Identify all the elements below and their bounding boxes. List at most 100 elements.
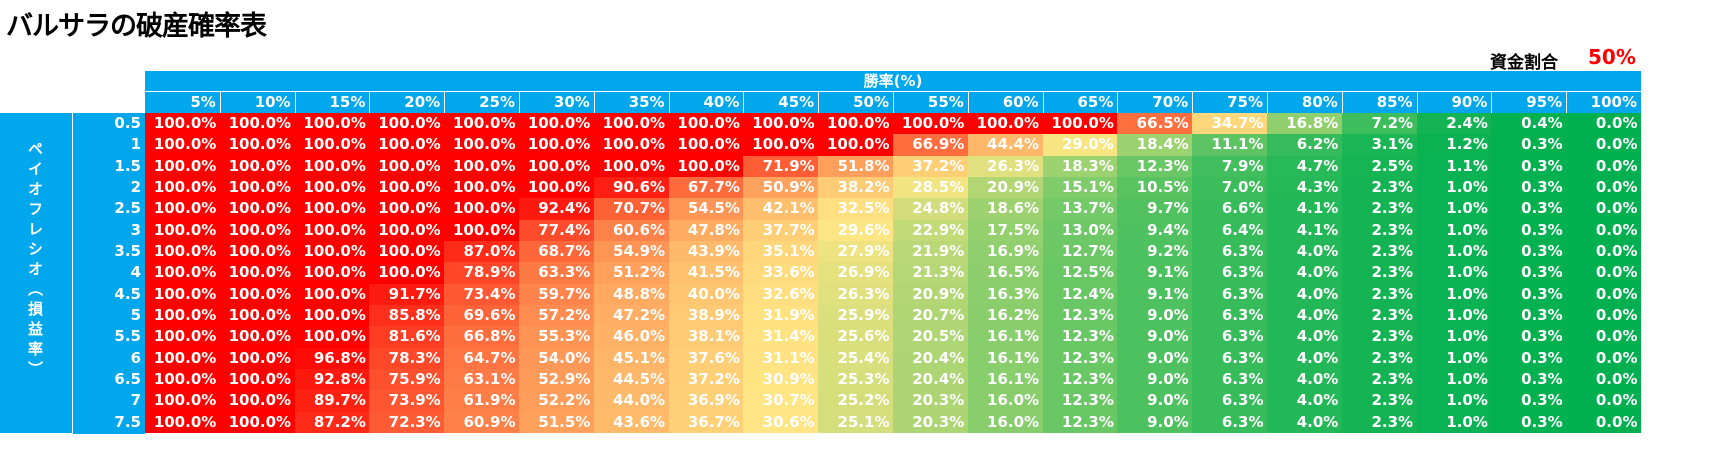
table-cell: 29.6% xyxy=(818,219,894,242)
table-cell: 100.0% xyxy=(219,411,296,434)
row-header: 2.5 xyxy=(72,198,145,221)
table-cell: 1.0% xyxy=(1416,240,1492,263)
table-cell: 16.8% xyxy=(1267,113,1343,135)
table-cell: 51.5% xyxy=(519,411,595,434)
table-cell: 100.0% xyxy=(294,198,370,221)
table-cell: 26.3% xyxy=(967,155,1044,178)
table-cell: 36.7% xyxy=(668,411,744,434)
column-header: 60% xyxy=(967,92,1043,113)
table-cell: 100.0% xyxy=(369,155,445,178)
table-cell: 92.8% xyxy=(294,368,370,391)
table-cell: 100.0% xyxy=(294,283,370,306)
table-cell: 9.7% xyxy=(1117,198,1193,221)
table-cell: 100.0% xyxy=(219,304,296,327)
table-cell: 6.2% xyxy=(1267,134,1343,157)
table-cell: 87.0% xyxy=(444,240,520,263)
table-cell: 100.0% xyxy=(593,113,670,135)
column-header: 5% xyxy=(145,92,220,113)
table-cell: 100.0% xyxy=(668,134,744,157)
table-cell: 100.0% xyxy=(145,155,221,178)
table-cell: 25.3% xyxy=(818,368,894,391)
table-cell: 100.0% xyxy=(743,113,819,135)
table-cell: 100.0% xyxy=(219,240,296,263)
table-cell: 100.0% xyxy=(369,113,445,135)
table-cell: 100.0% xyxy=(145,326,221,349)
page-title: バルサラの破産確率表 xyxy=(6,11,267,42)
row-header: 3 xyxy=(72,219,145,242)
table-cell: 51.8% xyxy=(818,155,894,178)
table-cell: 2.3% xyxy=(1341,176,1418,199)
table-cell: 16.2% xyxy=(967,304,1044,327)
table-cell: 12.3% xyxy=(1042,411,1118,434)
table-cell: 100.0% xyxy=(145,262,221,285)
row-header: 7 xyxy=(72,390,145,413)
table-cell: 100.0% xyxy=(519,113,595,135)
row-header: 1 xyxy=(72,134,145,157)
table-cell: 6.3% xyxy=(1192,240,1268,263)
table-cell: 63.3% xyxy=(519,262,595,285)
table-cell: 55.3% xyxy=(519,326,595,349)
table-cell: 2.3% xyxy=(1341,411,1418,434)
table-cell: 0.3% xyxy=(1491,368,1567,391)
table-cell: 1.0% xyxy=(1416,304,1492,327)
table-cell: 16.5% xyxy=(967,262,1044,285)
table-cell: 52.9% xyxy=(519,368,595,391)
table-cell: 42.1% xyxy=(743,198,819,221)
table-cell: 0.3% xyxy=(1491,176,1567,199)
table-cell: 25.6% xyxy=(818,326,894,349)
table-cell: 66.8% xyxy=(444,326,520,349)
table-cell: 24.8% xyxy=(893,198,969,221)
table-cell: 73.9% xyxy=(369,390,445,413)
table-cell: 1.2% xyxy=(1416,134,1492,157)
table-cell: 4.0% xyxy=(1267,240,1343,263)
table-cell: 6.3% xyxy=(1192,368,1268,391)
table-cell: 0.3% xyxy=(1491,262,1567,285)
table-cell: 100.0% xyxy=(743,134,819,157)
table-cell: 16.0% xyxy=(967,411,1044,434)
table-cell: 4.7% xyxy=(1267,155,1343,178)
table-cell: 100.0% xyxy=(444,113,520,135)
table-cell: 100.0% xyxy=(145,240,221,263)
table-cell: 7.2% xyxy=(1341,113,1418,135)
column-header: 10% xyxy=(219,92,295,113)
table-cell: 75.9% xyxy=(369,368,445,391)
table-cell: 22.9% xyxy=(893,219,969,242)
column-header: 50% xyxy=(818,92,893,113)
column-header: 25% xyxy=(444,92,519,113)
table-cell: 18.3% xyxy=(1042,155,1118,178)
table-cell: 100.0% xyxy=(294,240,370,263)
table-cell: 60.9% xyxy=(444,411,520,434)
table-cell: 100.0% xyxy=(145,283,221,306)
column-header: 55% xyxy=(893,92,968,113)
table-cell: 0.0% xyxy=(1566,176,1642,199)
table-cell: 1.0% xyxy=(1416,219,1492,242)
table-cell: 20.3% xyxy=(893,411,969,434)
table-cell: 100.0% xyxy=(369,134,445,157)
win-rate-header: 勝率(%) xyxy=(145,71,1641,91)
table-cell: 60.6% xyxy=(593,219,670,242)
table-cell: 44.5% xyxy=(593,368,670,391)
row-header: 7.5 xyxy=(72,411,145,434)
table-cell: 85.8% xyxy=(369,304,445,327)
table-cell: 0.0% xyxy=(1566,411,1642,434)
table-cell: 38.9% xyxy=(668,304,744,327)
table-cell: 25.1% xyxy=(818,411,894,434)
table-cell: 6.3% xyxy=(1192,326,1268,349)
table-cell: 100.0% xyxy=(145,390,221,413)
table-cell: 41.5% xyxy=(668,262,744,285)
table-cell: 66.5% xyxy=(1117,113,1193,135)
table-cell: 31.9% xyxy=(743,304,819,327)
table-cell: 100.0% xyxy=(668,155,744,178)
table-cell: 11.1% xyxy=(1192,134,1268,157)
table-cell: 18.6% xyxy=(967,198,1044,221)
table-cell: 6.3% xyxy=(1192,411,1268,434)
table-cell: 20.9% xyxy=(893,283,969,306)
table-cell: 100.0% xyxy=(145,411,221,434)
table-cell: 100.0% xyxy=(219,326,296,349)
column-header: 30% xyxy=(519,92,594,113)
table-cell: 4.1% xyxy=(1267,219,1343,242)
table-cell: 1.0% xyxy=(1416,326,1492,349)
table-cell: 12.7% xyxy=(1042,240,1118,263)
column-header: 90% xyxy=(1416,92,1492,113)
